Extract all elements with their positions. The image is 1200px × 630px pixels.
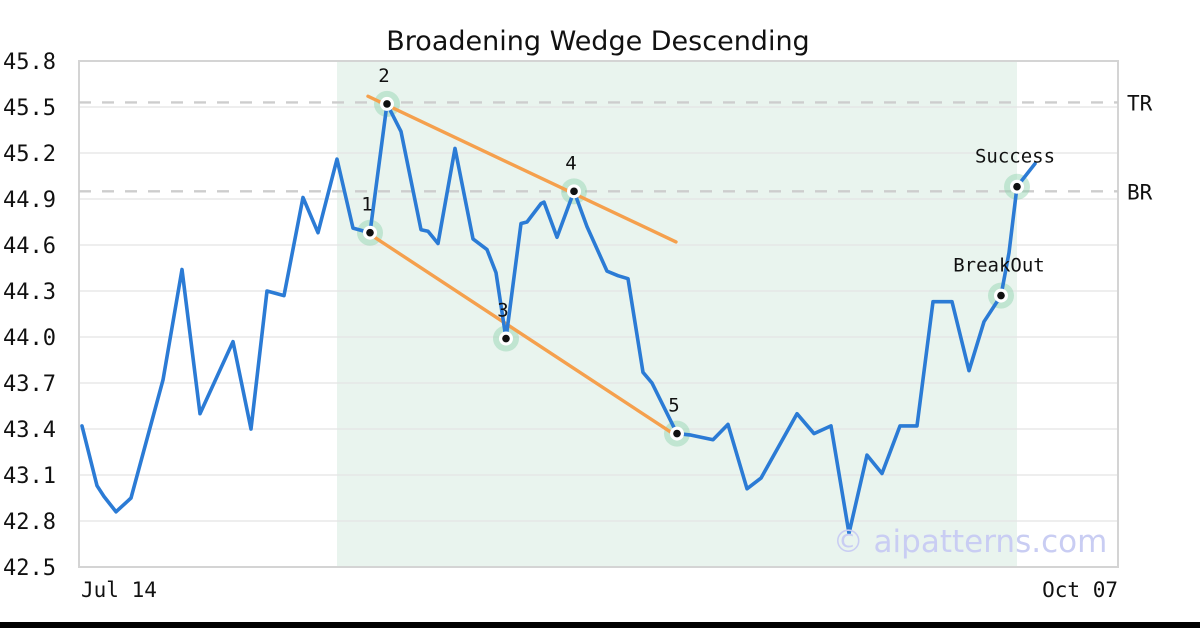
marker-dot	[673, 429, 681, 438]
marker-dot	[502, 334, 510, 343]
point-label-success: Success	[975, 146, 1055, 168]
x-tick-start: Jul 14	[81, 578, 157, 602]
watermark: © aipatterns.com	[833, 524, 1108, 560]
point-label-4: 4	[565, 152, 576, 174]
y-tick-label: 45.8	[3, 50, 56, 75]
marker-dot	[570, 187, 578, 196]
y-tick-label: 45.5	[3, 96, 56, 121]
chart-title: Broadening Wedge Descending	[386, 26, 809, 57]
point-label-2: 2	[378, 65, 389, 87]
point-label-3: 3	[497, 300, 508, 322]
point-label-1: 1	[361, 194, 372, 216]
y-tick-label: 42.5	[3, 556, 56, 581]
y-tick-label: 43.7	[3, 372, 56, 397]
pattern-shade-layer	[337, 61, 1017, 567]
y-tick-label: 44.6	[3, 234, 56, 259]
y-tick-label: 43.1	[3, 464, 56, 489]
x-tick-end: Oct 07	[1042, 578, 1118, 602]
point-label-5: 5	[668, 395, 679, 417]
y-tick-label: 42.8	[3, 510, 56, 535]
marker-dot	[1013, 182, 1021, 191]
y-tick-label: 44.0	[3, 326, 56, 351]
y-tick-label: 43.4	[3, 418, 56, 443]
marker-dot	[383, 100, 391, 108]
marker-dot	[997, 291, 1005, 300]
plot-border	[78, 60, 1119, 568]
point-label-breakout: BreakOut	[953, 255, 1045, 277]
price-line-layer	[80, 102, 1037, 536]
gridline-layer	[79, 60, 1118, 568]
trendline-layer	[366, 94, 678, 436]
y-axis-tick-labels: 42.5 42.8 43.1 43.4 43.7 44.0 44.3 44.6 44.9 45.2…	[3, 50, 56, 581]
marker-dot-layer	[363, 96, 1024, 441]
level-label-tr: TR	[1127, 91, 1153, 115]
trendline-lower	[368, 232, 675, 436]
plot-border-layer	[78, 60, 1119, 568]
bottom-bar	[0, 622, 1200, 628]
y-tick-label: 44.9	[3, 188, 56, 213]
pattern-region-shade	[337, 61, 1017, 567]
y-tick-label: 45.2	[3, 142, 56, 167]
level-label-br: BR	[1127, 180, 1153, 204]
y-tick-label: 44.3	[3, 280, 56, 305]
price-line	[80, 102, 1037, 536]
trendline-upper	[366, 94, 678, 244]
annotation-layer: TR BR 1 2 3 4 5 BreakOut Success	[361, 65, 1152, 417]
marker-dot	[366, 228, 374, 237]
